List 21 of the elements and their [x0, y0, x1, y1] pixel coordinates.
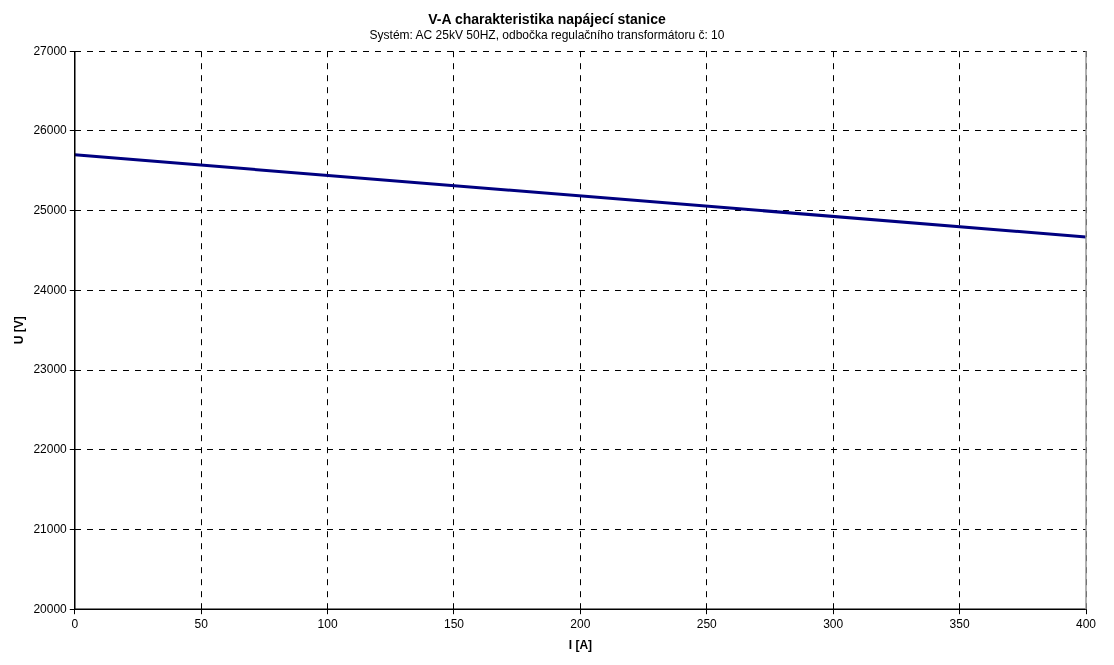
x-tick-label: 200	[570, 616, 591, 631]
x-tick-label: 150	[443, 616, 465, 631]
x-tick-label: 100	[317, 616, 338, 631]
x-tick-label: 350	[949, 616, 970, 631]
x-tick-label: 400	[1075, 616, 1097, 631]
y-tick-label: 27000	[33, 43, 68, 58]
chart-subtitle: Systém: AC 25kV 50HZ, odbočka regulačního transformátoru č: 10	[369, 28, 725, 43]
y-tick-label: 20000	[33, 601, 68, 616]
y-tick-label: 21000	[33, 521, 68, 536]
x-tick-label: 250	[696, 616, 718, 631]
chart-title: V-A charakteristika napájecí stanice	[428, 11, 667, 28]
y-tick-label: 24000	[33, 282, 68, 297]
y-tick-label: 25000	[33, 202, 68, 217]
x-tick-label: 50	[194, 616, 209, 631]
x-tick-label: 0	[71, 616, 79, 631]
y-tick-label: 23000	[33, 362, 68, 377]
x-tick-label: 300	[823, 616, 844, 631]
y-axis-title: U [V]	[11, 316, 26, 345]
y-tick-label: 22000	[33, 442, 68, 457]
y-tick-label: 26000	[33, 123, 68, 138]
x-axis-title: I [A]	[568, 638, 593, 653]
